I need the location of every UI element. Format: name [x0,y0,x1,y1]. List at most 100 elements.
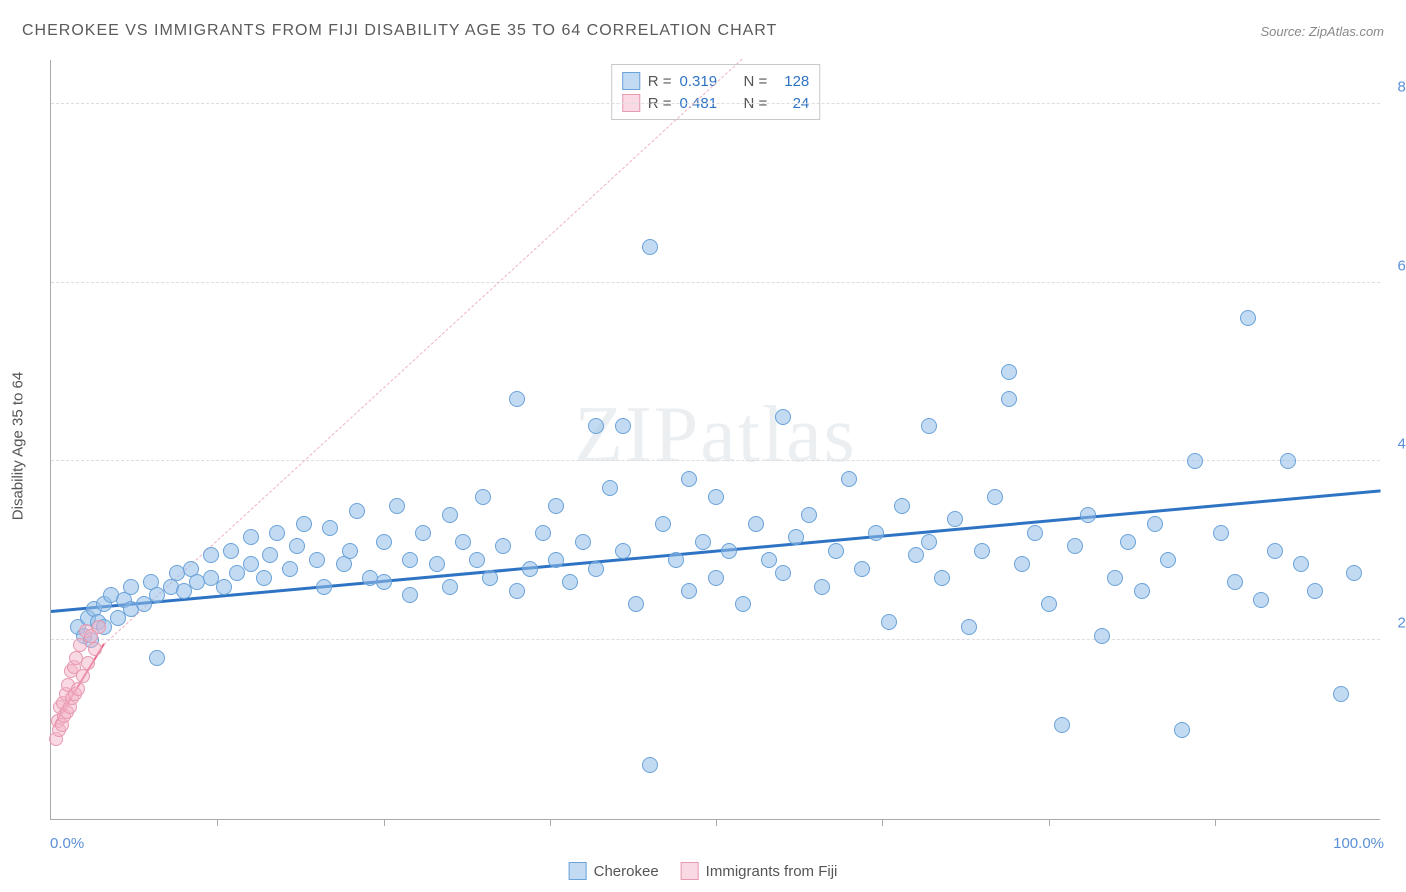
legend-item: Immigrants from Fiji [681,862,838,880]
data-point-cherokee [1001,364,1017,380]
data-point-cherokee [123,579,139,595]
data-point-cherokee [1187,453,1203,469]
data-point-cherokee [828,543,844,559]
data-point-cherokee [1014,556,1030,572]
data-point-cherokee [655,516,671,532]
chart-title: CHEROKEE VS IMMIGRANTS FROM FIJI DISABIL… [22,22,777,40]
data-point-cherokee [495,538,511,554]
data-point-cherokee [1147,516,1163,532]
data-point-cherokee [775,565,791,581]
data-point-cherokee [775,409,791,425]
data-point-cherokee [1293,556,1309,572]
data-point-cherokee [442,507,458,523]
data-point-cherokee [1054,717,1070,733]
y-tick-label: 20.0% [1385,615,1406,632]
data-point-cherokee [721,543,737,559]
legend-item: Cherokee [569,862,659,880]
legend-label: Cherokee [594,863,659,880]
data-point-cherokee [814,579,830,595]
x-tick [550,819,551,826]
data-point-cherokee [1107,570,1123,586]
source-attribution: Source: ZipAtlas.com [1260,24,1384,39]
data-point-cherokee [475,489,491,505]
data-point-cherokee [1280,453,1296,469]
data-point-cherokee [788,529,804,545]
data-point-cherokee [947,511,963,527]
data-point-cherokee [1120,534,1136,550]
data-point-cherokee [1160,552,1176,568]
data-point-cherokee [748,516,764,532]
data-point-cherokee [1080,507,1096,523]
data-point-cherokee [735,596,751,612]
y-tick-label: 80.0% [1385,78,1406,95]
data-point-cherokee [961,619,977,635]
data-point-cherokee [203,547,219,563]
data-point-cherokee [482,570,498,586]
data-point-cherokee [974,543,990,559]
x-tick [882,819,883,826]
legend-swatch [681,862,699,880]
correlation-stats-box: R =0.319N =128R =0.481N =24 [611,64,821,120]
data-point-cherokee [455,534,471,550]
data-point-cherokee [1213,525,1229,541]
data-point-cherokee [429,556,445,572]
data-point-cherokee [376,574,392,590]
data-point-cherokee [642,757,658,773]
y-tick-label: 40.0% [1385,436,1406,453]
x-tick [1215,819,1216,826]
data-point-cherokee [216,579,232,595]
x-tick [716,819,717,826]
data-point-cherokee [1253,592,1269,608]
data-point-cherokee [389,498,405,514]
data-point-cherokee [1027,525,1043,541]
data-point-cherokee [243,529,259,545]
data-point-cherokee [402,552,418,568]
y-axis-label: Disability Age 35 to 64 [10,372,27,520]
data-point-cherokee [934,570,950,586]
data-point-cherokee [296,516,312,532]
data-point-fiji [76,669,90,683]
data-point-cherokee [548,498,564,514]
data-point-cherokee [322,520,338,536]
data-point-cherokee [1067,538,1083,554]
data-point-cherokee [316,579,332,595]
data-point-cherokee [149,650,165,666]
data-point-cherokee [894,498,910,514]
data-point-cherokee [223,543,239,559]
data-point-cherokee [1041,596,1057,612]
data-point-cherokee [588,418,604,434]
data-point-cherokee [921,534,937,550]
r-label: R = [648,73,672,90]
data-point-cherokee [642,239,658,255]
data-point-cherokee [681,583,697,599]
n-value: 128 [775,73,809,90]
data-point-cherokee [695,534,711,550]
x-axis-min-label: 0.0% [50,835,84,852]
data-point-cherokee [402,587,418,603]
data-point-cherokee [289,538,305,554]
data-point-cherokee [442,579,458,595]
data-point-cherokee [509,583,525,599]
data-point-cherokee [854,561,870,577]
data-point-cherokee [349,503,365,519]
data-point-cherokee [256,570,272,586]
data-point-fiji [81,656,95,670]
data-point-cherokee [1227,574,1243,590]
x-tick [384,819,385,826]
data-point-cherokee [262,547,278,563]
data-point-cherokee [575,534,591,550]
data-point-cherokee [615,418,631,434]
data-point-cherokee [309,552,325,568]
x-tick [1049,819,1050,826]
x-axis-max-label: 100.0% [1333,835,1384,852]
data-point-cherokee [376,534,392,550]
chart-legend: Cherokee Immigrants from Fiji [569,862,838,880]
watermark-text: ZIPatlas [574,389,857,480]
scatter-plot-area: ZIPatlas R =0.319N =128R =0.481N =24 20.… [50,60,1380,820]
data-point-cherokee [681,471,697,487]
data-point-cherokee [509,391,525,407]
data-point-cherokee [1134,583,1150,599]
data-point-cherokee [761,552,777,568]
n-label: N = [744,73,768,90]
y-tick-label: 60.0% [1385,257,1406,274]
